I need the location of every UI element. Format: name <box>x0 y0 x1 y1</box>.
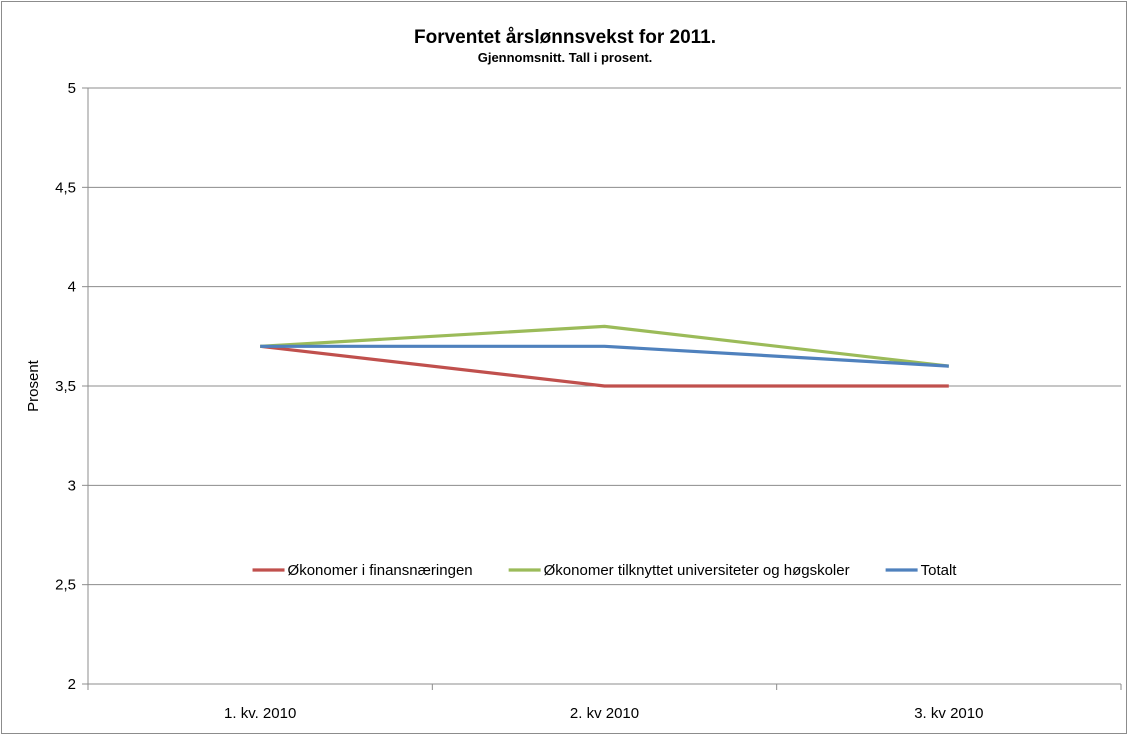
legend-item: Økonomer i finansnæringen <box>252 562 473 579</box>
series-line-3 <box>260 344 949 368</box>
y-tick-label: 2 <box>68 676 76 693</box>
legend-label: Totalt <box>921 562 958 579</box>
y-tick-label: 5 <box>68 80 76 97</box>
x-tick-label: 3. kv 2010 <box>914 705 983 722</box>
series-line-1 <box>260 344 949 388</box>
legend-label: Økonomer i finansnæringen <box>288 562 473 579</box>
gridlines <box>88 87 1121 586</box>
legend-item: Økonomer tilknyttet universiteter og høg… <box>508 562 850 579</box>
y-axis-title: Prosent <box>25 359 42 412</box>
legend-label: Økonomer tilknyttet universiteter og høg… <box>544 562 850 579</box>
series-lines <box>260 324 949 388</box>
chart-title: Forventet årslønnsvekst for 2011. <box>414 27 716 48</box>
series-line-2 <box>260 324 949 368</box>
y-axis-ticks: 2 2,5 3 3,5 4 4,5 5 <box>55 80 88 693</box>
x-axis-ticks: 1. kv. 2010 2. kv 2010 3. kv 2010 <box>87 684 1122 722</box>
y-tick-label: 4 <box>68 279 76 296</box>
chart-subtitle: Gjennomsnitt. Tall i prosent. <box>478 50 653 65</box>
x-tick-label: 1. kv. 2010 <box>224 705 296 722</box>
y-tick-label: 3,5 <box>55 378 76 395</box>
y-tick-label: 2,5 <box>55 577 76 594</box>
legend: Økonomer i finansnæringen Økonomer tilkny… <box>252 562 958 579</box>
y-tick-label: 4,5 <box>55 179 76 196</box>
x-tick-label: 2. kv 2010 <box>570 705 639 722</box>
legend-item: Totalt <box>885 562 958 579</box>
y-tick-label: 3 <box>68 477 76 494</box>
